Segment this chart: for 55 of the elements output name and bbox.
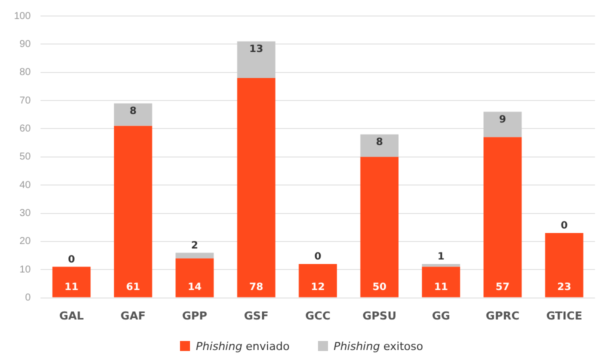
data-label: 14 <box>188 282 202 293</box>
y-tick-label: 90 <box>20 38 32 50</box>
y-tick-label: 70 <box>20 95 32 106</box>
x-tick-label: GCC <box>305 309 330 322</box>
data-label: 0 <box>314 252 322 263</box>
data-label: 9 <box>499 114 506 126</box>
data-label: 23 <box>557 282 572 293</box>
data-label: 13 <box>249 44 264 55</box>
bar <box>176 258 214 298</box>
bar <box>237 78 276 298</box>
x-tick-label: GSF <box>244 309 268 322</box>
y-tick-label: 60 <box>20 123 32 134</box>
data-label: 11 <box>434 282 448 293</box>
x-tick-label: GPP <box>182 309 208 322</box>
data-label: 1 <box>438 252 445 263</box>
y-tick-label: 0 <box>25 292 32 304</box>
x-tick-label: GAL <box>59 309 84 322</box>
x-tick-label: GG <box>432 309 450 322</box>
data-label: 57 <box>496 282 510 293</box>
y-tick-label: 40 <box>20 180 32 191</box>
data-label: 12 <box>310 282 325 293</box>
data-label: 0 <box>68 254 75 266</box>
bar <box>484 112 522 138</box>
y-tick-label: 100 <box>14 10 32 22</box>
data-label: 61 <box>126 282 140 293</box>
bar <box>114 126 152 298</box>
bar <box>545 232 584 298</box>
data-label: 78 <box>249 282 264 293</box>
x-tick-label: GPSU <box>362 309 396 322</box>
y-tick-label: 10 <box>20 264 32 276</box>
x-tick-label: GPRC <box>486 309 520 322</box>
data-label: 50 <box>372 282 386 293</box>
y-tick-label: 80 <box>20 67 32 78</box>
x-tick-label: GTICE <box>546 309 582 322</box>
data-label: 8 <box>130 106 137 117</box>
bar <box>176 252 214 258</box>
bar <box>114 103 152 126</box>
y-tick-label: 30 <box>20 208 32 220</box>
x-tick-label: GAF <box>120 309 146 322</box>
data-label: 8 <box>376 136 383 148</box>
bar <box>360 156 399 298</box>
data-label: 0 <box>560 220 568 232</box>
bar <box>237 41 276 78</box>
data-label: 11 <box>64 282 78 293</box>
bar <box>484 137 522 298</box>
y-tick-label: 20 <box>20 236 32 248</box>
bar <box>298 264 337 298</box>
bar <box>360 134 399 157</box>
data-label: 2 <box>191 240 198 252</box>
legend-label: Phishing exitoso <box>332 340 424 352</box>
y-tick-label: 50 <box>20 152 32 163</box>
bar <box>422 266 460 298</box>
legend-label: Phishing enviado <box>194 340 290 352</box>
bar <box>422 264 460 267</box>
bar <box>52 266 91 298</box>
